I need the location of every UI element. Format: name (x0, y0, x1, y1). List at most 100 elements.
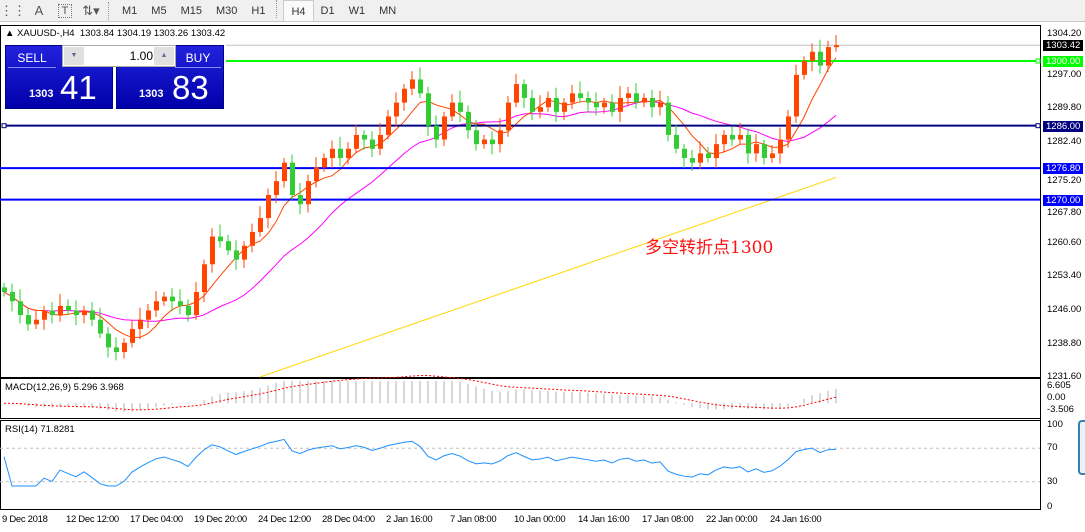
candle-body (722, 134, 727, 145)
chart-window[interactable] (0, 23, 1085, 527)
candle-body (458, 102, 463, 112)
price-axis-tick: 1304.20 (1047, 28, 1082, 40)
rsi-axis-tick: 100 (1047, 419, 1063, 430)
rsi-axis-tick: 70 (1047, 442, 1058, 454)
rsi-axis-tick: 0 (1047, 501, 1053, 512)
candle-body (290, 162, 295, 195)
time-axis-label: 19 Dec 20:00 (194, 514, 247, 525)
lot-decrease-button[interactable]: ▼ (64, 47, 84, 65)
text-icon[interactable]: A (34, 3, 44, 18)
timeframe-d1[interactable]: D1 (320, 4, 335, 17)
candle-body (746, 134, 751, 154)
toolbar-separator (108, 1, 111, 20)
price-axis-tick: 1231.60 (1047, 371, 1082, 382)
timeframe-m15[interactable]: M15 (180, 4, 202, 17)
sell-button[interactable]: SELL 1303 41 (5, 45, 113, 109)
candle-body (58, 305, 63, 316)
timeframe-h1[interactable]: H1 (251, 4, 266, 17)
candle-body (418, 79, 423, 94)
candle-body (410, 79, 415, 89)
time-axis-label: 24 Jan 16:00 (770, 514, 822, 525)
candle-body (482, 139, 487, 145)
chart-canvas[interactable] (0, 23, 1085, 527)
rsi-line (3, 438, 837, 487)
candle-body (354, 134, 359, 149)
lot-size-input[interactable]: ▼ 1.00 ▲ (62, 45, 176, 67)
time-axis-label: 2 Jan 16:00 (386, 514, 433, 525)
candle-body (594, 102, 599, 108)
candle-body (66, 305, 71, 311)
macd-label: MACD(12,26,9) 5.296 3.968 (5, 382, 124, 393)
candle-body (778, 139, 783, 154)
candle-body (562, 102, 567, 112)
candle-body (738, 134, 743, 140)
macd-axis-tick: 6.605 (1047, 380, 1071, 391)
lot-value[interactable]: 1.00 (129, 49, 153, 63)
toolbar: ⋮⋮ A T ⇅▾ M1 M5 M15 M30 H1 H4 D1 W1 MN (0, 0, 1085, 22)
candle-body (226, 241, 231, 251)
ohlc-open: 1303.84 (79, 28, 115, 39)
ma-fast-line (3, 57, 837, 338)
candle-body (554, 97, 559, 112)
timeframe-h4[interactable]: H4 (283, 0, 314, 22)
sell-price-prefix: 1303 (29, 88, 54, 100)
candle-body (34, 319, 39, 325)
candle-body (730, 134, 735, 140)
lot-increase-button[interactable]: ▲ (154, 47, 174, 65)
candle-body (298, 194, 303, 205)
chart-annotation[interactable]: 多空转折点1300 (645, 238, 774, 258)
arrows-icon[interactable]: ⇅▾ (82, 2, 100, 18)
candle-body (434, 125, 439, 140)
line-handle (1, 123, 7, 129)
candle-body (210, 236, 215, 265)
candle-body (98, 319, 103, 334)
timeframe-m30[interactable]: M30 (215, 4, 238, 17)
candle-body (18, 301, 23, 316)
candle-body (194, 292, 199, 316)
candle-body (442, 116, 447, 140)
candle-body (682, 148, 687, 159)
rsi-axis-tick: 30 (1047, 475, 1058, 487)
candle-body (586, 97, 591, 103)
grid-icon[interactable]: ⋮⋮ (0, 2, 26, 18)
candle-body (114, 347, 119, 353)
candle-body (834, 45, 839, 48)
candle-body (138, 319, 143, 329)
timeframe-w1[interactable]: W1 (348, 4, 366, 17)
candle-body (202, 264, 207, 292)
text-label-icon[interactable]: T (58, 3, 72, 18)
candle-body (658, 102, 663, 108)
candle-body (514, 84, 519, 103)
price-axis-tick: 1282.40 (1047, 136, 1082, 148)
candle-body (402, 88, 407, 103)
buy-price-pips: 83 (172, 69, 209, 106)
triangle-up-icon: ▲ (5, 28, 15, 39)
line-handle (1035, 58, 1041, 64)
candle-body (258, 218, 263, 232)
candle-body (578, 93, 583, 98)
candle-body (322, 158, 327, 168)
candle-body (146, 310, 151, 320)
scroll-indicator[interactable] (1078, 420, 1085, 475)
timeframe-m1[interactable]: M1 (122, 4, 138, 17)
candle-body (234, 250, 239, 260)
candle-body (650, 97, 655, 108)
symbol-info: ▲ XAUUSD-,H4 1303.84 1304.19 1303.26 130… (5, 28, 225, 39)
candle-body (754, 144, 759, 154)
macd-axis-tick: -3.506 (1047, 404, 1074, 415)
price-axis-tick: 1238.80 (1047, 337, 1082, 349)
price-axis-tick: 1253.40 (1047, 270, 1082, 282)
candle-body (786, 116, 791, 140)
time-axis-label: 9 Dec 2018 (2, 514, 48, 525)
candle-body (714, 144, 719, 159)
price-axis-tick: 1260.60 (1047, 237, 1082, 249)
price-level-label: 1276.80 (1043, 163, 1084, 175)
candle-body (170, 296, 175, 302)
timeframe-mn[interactable]: MN (379, 4, 397, 17)
price-level-label: 1286.00 (1043, 120, 1084, 132)
candle-body (610, 102, 615, 112)
ohlc-close: 1303.42 (190, 28, 226, 39)
timeframe-m5[interactable]: M5 (151, 4, 167, 17)
candle-body (338, 148, 343, 159)
candle-body (162, 296, 167, 302)
